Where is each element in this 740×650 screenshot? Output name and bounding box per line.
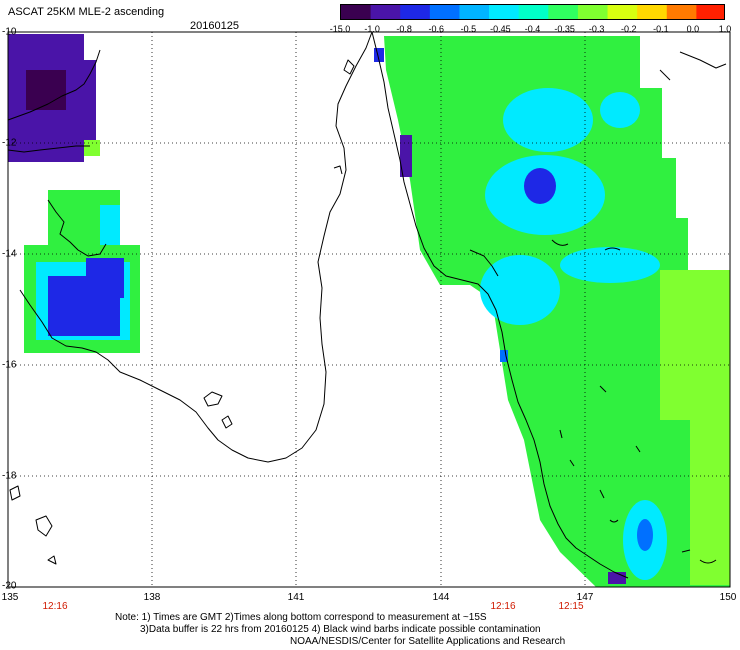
grid (8, 32, 730, 587)
colorbar-tick-label: -1.0 (364, 24, 380, 34)
colorbar-tick-label: -0.3 (588, 24, 605, 34)
lon-label: 144 (432, 592, 450, 603)
lat-label: -18 (2, 470, 17, 482)
plot-frame (7, 31, 731, 588)
colorbar-tick-label: -0.1 (653, 24, 669, 34)
colorbar-tick-label: -0.4 (524, 24, 541, 34)
colorbar-segment (696, 5, 724, 19)
colorbar (340, 4, 725, 20)
colorbar-ticks: -15.0 -1.0 -0.8 -0.6 -0.5 -0.45 -0.4 -0.35 -0.3 -… (330, 24, 732, 36)
colorbar-tick-label: -0.45 (490, 24, 511, 34)
colorbar-segment (666, 5, 697, 19)
lat-label: -10 (2, 26, 17, 38)
map-title: ASCAT 25KM MLE-2 ascending (8, 6, 165, 18)
note-line: 3)Data buffer is 22 hrs from 20160125 4)… (140, 624, 541, 635)
time-label: 12:15 (558, 601, 584, 612)
note-line: NOAA/NESDIS/Center for Satellite Applica… (290, 636, 566, 647)
colorbar-segment (518, 5, 549, 19)
colorbar-tick-label: -0.8 (396, 24, 412, 34)
time-label: 12:16 (490, 601, 516, 612)
colorbar-tick-label: -0.35 (554, 24, 575, 34)
colorbar-segment (370, 5, 401, 19)
colorbar-segment (607, 5, 638, 19)
colorbar-segment (637, 5, 668, 19)
lon-label: 150 (719, 592, 737, 603)
colorbar-segment (400, 5, 431, 19)
map-date: 20160125 (190, 20, 239, 32)
lon-label: 147 (576, 592, 594, 603)
colorbar-segment (577, 5, 609, 19)
colorbar-segment (548, 5, 579, 19)
lat-label: -14 (2, 248, 17, 260)
colorbar-segment (429, 5, 460, 19)
colorbar-tick-label: -15.0 (329, 24, 351, 34)
lon-label: 141 (287, 592, 305, 603)
time-label: 12:16 (42, 601, 68, 612)
lat-label: -20 (2, 580, 17, 592)
swath-right (384, 36, 730, 587)
note-line: Note: 1) Times are GMT 2)Times along bot… (115, 612, 487, 623)
colorbar-segment (341, 5, 372, 19)
coastline (7, 31, 727, 579)
colorbar-tick-label: 0.0 (686, 24, 700, 34)
lat-label: -12 (2, 137, 17, 149)
colorbar-segment (489, 5, 520, 19)
colorbar-segment (459, 5, 490, 19)
colorbar-tick-label: -0.2 (620, 24, 637, 34)
colorbar-tick-label: -0.5 (460, 24, 477, 34)
lon-label: 138 (143, 592, 161, 603)
colorbar-tick-label: -0.6 (428, 24, 445, 34)
colorbar-tick-label: 1.0 (718, 24, 732, 34)
lat-label: -16 (2, 359, 17, 371)
lon-label: 135 (1, 592, 19, 603)
